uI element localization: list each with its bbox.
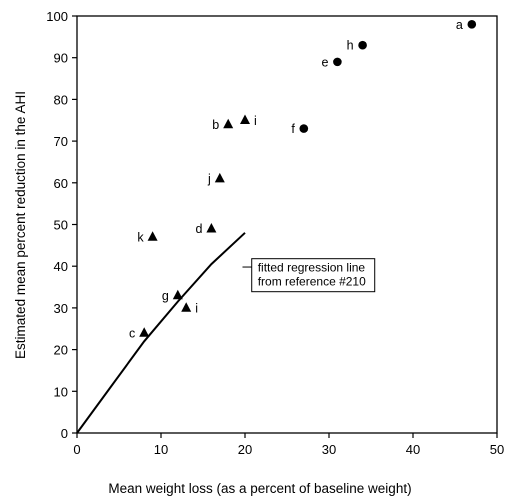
data-point-circle: [358, 40, 367, 50]
x-tick-label: 10: [154, 442, 168, 457]
y-tick-label: 50: [54, 218, 68, 233]
data-point-triangle: [206, 222, 217, 233]
x-axis-title: Mean weight loss (as a percent of baseli…: [108, 481, 411, 496]
y-tick-label: 20: [54, 343, 68, 358]
data-point-label: h: [347, 39, 354, 53]
ticks: 0 10 20 30 40 50 0 10 20 30 40 50 60 70 80 90 100: [46, 9, 504, 457]
data-point-circle: [467, 20, 477, 29]
data-point-triangle: [139, 327, 150, 337]
y-tick-label: 0: [61, 426, 68, 441]
annotation-text-line: fitted regression line: [258, 261, 366, 275]
data-point-label: i: [254, 114, 257, 128]
data-point-label: j: [207, 172, 211, 186]
data-point-triangle: [172, 289, 183, 300]
y-tick-label: 80: [54, 92, 68, 107]
data-point-label: b: [212, 118, 219, 132]
y-tick-label: 100: [46, 9, 68, 24]
data-point-triangle: [147, 231, 158, 241]
data-point-circle: [299, 124, 309, 133]
y-tick-label: 90: [54, 51, 68, 66]
data-point-triangle: [223, 118, 234, 129]
data-point-triangle: [240, 114, 250, 125]
x-tick-label: 20: [238, 442, 252, 457]
data-point-label: e: [321, 55, 328, 69]
axes: [76, 15, 498, 434]
data-point-label: c: [129, 326, 135, 340]
data-points: a h e f b i j d k g i c: [129, 18, 477, 340]
data-point-triangle: [181, 302, 192, 312]
data-point-label: f: [291, 122, 295, 136]
plot-frame: [76, 15, 498, 434]
y-tick-label: 10: [54, 384, 68, 399]
y-tick-label: 30: [54, 301, 68, 316]
data-point-label: k: [137, 231, 144, 245]
x-tick-label: 40: [406, 442, 420, 457]
data-point-label: a: [456, 18, 463, 32]
data-point-label: g: [162, 289, 169, 303]
regression-line: [76, 232, 246, 434]
y-tick-label: 60: [54, 176, 68, 191]
y-tick-label: 40: [54, 259, 68, 274]
annotation-box: [251, 258, 376, 293]
x-tick-label: 50: [490, 442, 504, 457]
y-axis-title: Estimated mean percent reduction in the …: [13, 91, 28, 359]
y-tick-label: 70: [54, 134, 68, 149]
x-tick-label: 0: [73, 442, 80, 457]
data-point-circle: [333, 57, 342, 67]
annotation-text-line: from reference #210: [258, 275, 366, 289]
data-point-label: d: [195, 222, 202, 236]
data-point-label: i: [195, 301, 198, 315]
regression-line-group: [76, 232, 246, 434]
x-tick-label: 30: [322, 442, 336, 457]
data-point-triangle: [214, 172, 225, 183]
